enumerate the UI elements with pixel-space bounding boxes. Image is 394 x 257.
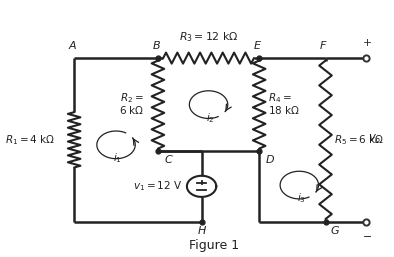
Text: $-$: $-$: [362, 230, 372, 240]
Text: $R_5 = 6$ k$\Omega$: $R_5 = 6$ k$\Omega$: [334, 133, 385, 147]
Text: 18 k$\Omega$: 18 k$\Omega$: [268, 104, 300, 116]
Text: $v_o$: $v_o$: [368, 133, 382, 146]
Text: $v_1 = 12$ V: $v_1 = 12$ V: [133, 179, 182, 193]
Text: $F$: $F$: [320, 39, 328, 51]
Text: $E$: $E$: [253, 39, 262, 51]
Text: 6 k$\Omega$: 6 k$\Omega$: [119, 104, 144, 116]
Text: $R_1 = 4$ k$\Omega$: $R_1 = 4$ k$\Omega$: [5, 133, 55, 147]
Text: $i_3$: $i_3$: [297, 191, 305, 205]
Text: $R_2 =$: $R_2 =$: [120, 91, 144, 105]
Text: $i_2$: $i_2$: [206, 111, 215, 125]
Text: $H$: $H$: [197, 224, 206, 236]
Text: $G$: $G$: [330, 224, 340, 236]
Text: $B$: $B$: [152, 39, 161, 51]
Text: $R_4 =$: $R_4 =$: [268, 91, 292, 105]
Text: $+$: $+$: [362, 37, 372, 48]
Text: $A$: $A$: [68, 39, 77, 51]
Text: $R_3 = 12$ k$\Omega$: $R_3 = 12$ k$\Omega$: [179, 31, 238, 44]
Text: $D$: $D$: [266, 153, 275, 165]
Text: $i_1$: $i_1$: [113, 151, 122, 165]
Text: Figure 1: Figure 1: [189, 239, 239, 252]
Text: $C$: $C$: [164, 153, 174, 165]
